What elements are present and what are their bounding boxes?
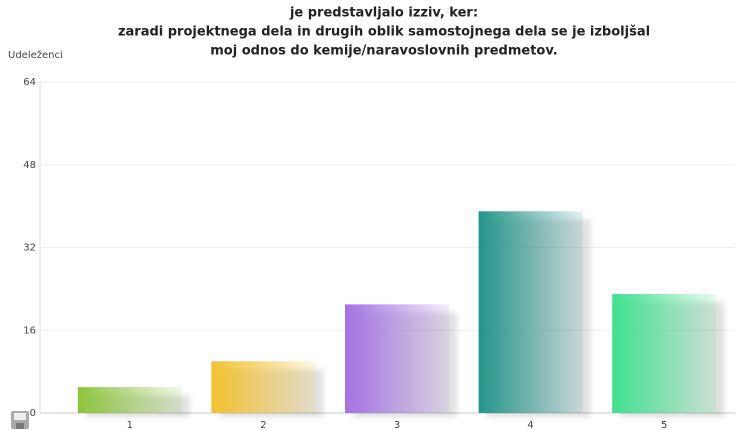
y-tick-label: 0 — [30, 408, 36, 419]
y-tick-label: 48 — [23, 160, 36, 171]
bar — [345, 304, 449, 413]
y-tick-label: 16 — [23, 325, 36, 336]
bar — [478, 211, 583, 413]
chart-title: zaradi projektnega dela in drugih oblik … — [118, 25, 650, 40]
bar — [77, 387, 182, 413]
chart-title: je predstavljalo izziv, ker: — [289, 6, 478, 21]
x-tick-label: 2 — [260, 420, 266, 430]
y-tick-label: 32 — [23, 243, 36, 254]
y-tick-label: 64 — [23, 77, 36, 88]
bar — [211, 361, 316, 413]
x-tick-label: 4 — [527, 420, 533, 430]
x-tick-label: 1 — [127, 420, 133, 430]
y-axis-label: Udeleženci — [8, 49, 63, 61]
x-tick-label: 3 — [394, 420, 400, 430]
chart-title: moj odnos do kemije/naravoslovnih predme… — [210, 44, 557, 59]
bar — [612, 294, 717, 413]
x-tick-label: 5 — [661, 420, 667, 430]
save-icon[interactable] — [11, 411, 29, 429]
